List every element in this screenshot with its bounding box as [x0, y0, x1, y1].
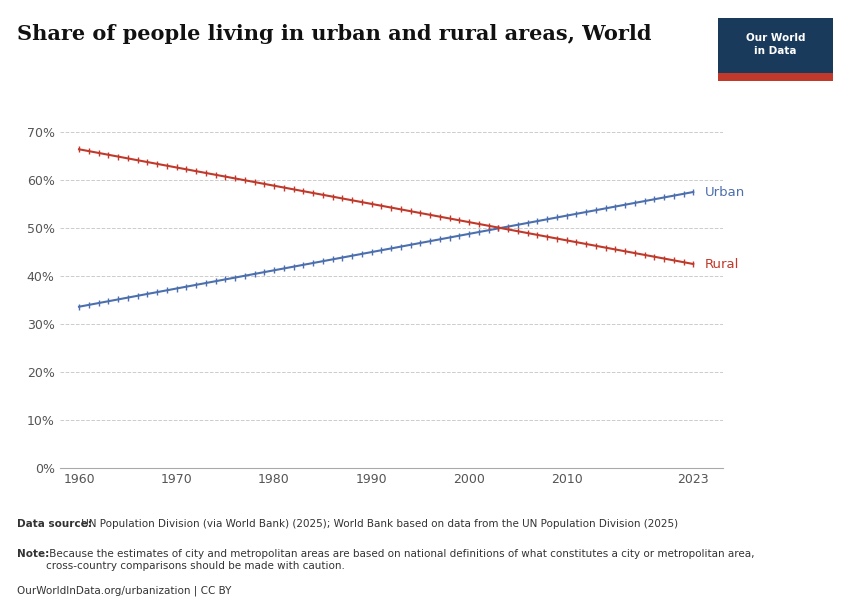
Text: Our World
in Data: Our World in Data — [746, 33, 805, 56]
Text: Urban: Urban — [705, 185, 745, 199]
Text: Share of people living in urban and rural areas, World: Share of people living in urban and rura… — [17, 24, 651, 44]
Text: Note:: Note: — [17, 549, 49, 559]
Text: Data source:: Data source: — [17, 519, 92, 529]
Text: Because the estimates of city and metropolitan areas are based on national defin: Because the estimates of city and metrop… — [46, 549, 755, 571]
Text: Rural: Rural — [705, 257, 740, 271]
Text: OurWorldInData.org/urbanization | CC BY: OurWorldInData.org/urbanization | CC BY — [17, 585, 231, 595]
Text: UN Population Division (via World Bank) (2025); World Bank based on data from th: UN Population Division (via World Bank) … — [78, 519, 678, 529]
Bar — [718, 73, 833, 81]
